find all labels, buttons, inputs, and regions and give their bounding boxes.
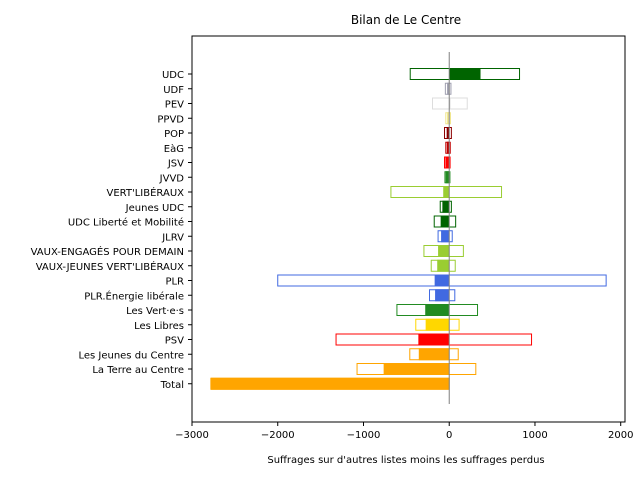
y-tick-label: EàG (164, 143, 184, 155)
net-bar (437, 259, 450, 272)
range-bar (433, 215, 457, 228)
y-tick-label: La Terre au Centre (92, 365, 184, 376)
net-bar (442, 200, 450, 213)
chart-title: Bilan de Le Centre (351, 13, 461, 27)
range-bar (430, 259, 456, 272)
range-bar (409, 68, 521, 80)
y-tick-label: VAUX-ENGAGÉS POUR DEMAIN (31, 245, 184, 258)
net-bar (447, 112, 450, 125)
y-tick-label: Les Vert·e·s (126, 306, 184, 317)
plot-frame (191, 35, 626, 423)
net-bar (449, 97, 451, 110)
net-bar (425, 304, 450, 316)
y-tick-label: PPVD (157, 114, 184, 125)
net-bar (447, 82, 450, 95)
x-tick-label: −2000 (261, 430, 295, 441)
range-bar (444, 82, 452, 95)
x-tick-label: −3000 (175, 430, 209, 441)
y-tick-label: VERT'LIBÉRAUX (107, 186, 185, 199)
net-bar (446, 141, 450, 154)
y-tick-label: Total (160, 380, 184, 391)
y-tick-label: JSV (167, 159, 184, 170)
y-tick-label: PLR.Énergie libérale (84, 289, 184, 302)
x-tick-label: −1000 (347, 430, 381, 441)
y-tick-label: UDC (162, 70, 184, 81)
x-tick-label: 1000 (522, 430, 547, 441)
y-tick-label: PSV (165, 336, 184, 347)
range-bar (409, 348, 459, 361)
net-bar (445, 156, 450, 169)
net-bar (449, 68, 481, 80)
net-bar (418, 348, 450, 361)
range-bar (444, 156, 451, 169)
y-tick-label: UDF (163, 85, 184, 96)
y-tick-label: PLR (165, 277, 184, 288)
y-tick-label: JLRV (161, 232, 184, 243)
y-tick-label: Les Libres (134, 321, 184, 332)
net-bar (383, 363, 450, 375)
range-bar (444, 127, 452, 139)
y-tick-label: Les Jeunes du Centre (78, 350, 184, 361)
range-bar (432, 97, 468, 110)
net-bar (441, 230, 450, 243)
x-tick-label: 2000 (608, 430, 633, 441)
net-bar (440, 215, 450, 228)
range-bar (439, 200, 452, 213)
range-bar (445, 141, 451, 154)
net-bar (446, 127, 450, 139)
net-bar (438, 245, 450, 257)
net-bar (210, 377, 450, 390)
net-bar (434, 274, 450, 287)
range-bar (437, 230, 453, 243)
x-tick-label: 0 (446, 430, 452, 441)
net-bar (435, 289, 450, 302)
y-tick-label: JVVD (159, 173, 185, 184)
y-tick-label: POP (164, 129, 184, 140)
range-bar (277, 274, 607, 287)
net-bar (443, 186, 450, 198)
net-bar (418, 333, 450, 346)
net-bar (445, 171, 450, 184)
range-bar (445, 112, 452, 125)
y-tick-label: PEV (165, 100, 184, 111)
range-bar (396, 304, 479, 316)
y-tick-label: VAUX-JEUNES VERT'LIBÉRAUX (36, 260, 184, 273)
range-bar (356, 363, 477, 375)
range-bar (390, 186, 503, 198)
range-bar (429, 289, 456, 302)
net-bar (425, 318, 450, 331)
range-bar (423, 245, 464, 257)
plot-area: UDC UDF PEV PPVD POP EàG JSV JVVD VERT'LIBÉRAUX J… (31, 35, 633, 441)
y-tick-label: Jeunes UDC (125, 203, 184, 214)
range-bar (335, 333, 533, 346)
range-bar (415, 318, 460, 331)
y-tick-label: UDC Liberté et Mobilité (68, 217, 184, 229)
range-bar (444, 171, 451, 184)
x-axis-label: Suffrages sur d'autres listes moins les … (267, 455, 544, 466)
